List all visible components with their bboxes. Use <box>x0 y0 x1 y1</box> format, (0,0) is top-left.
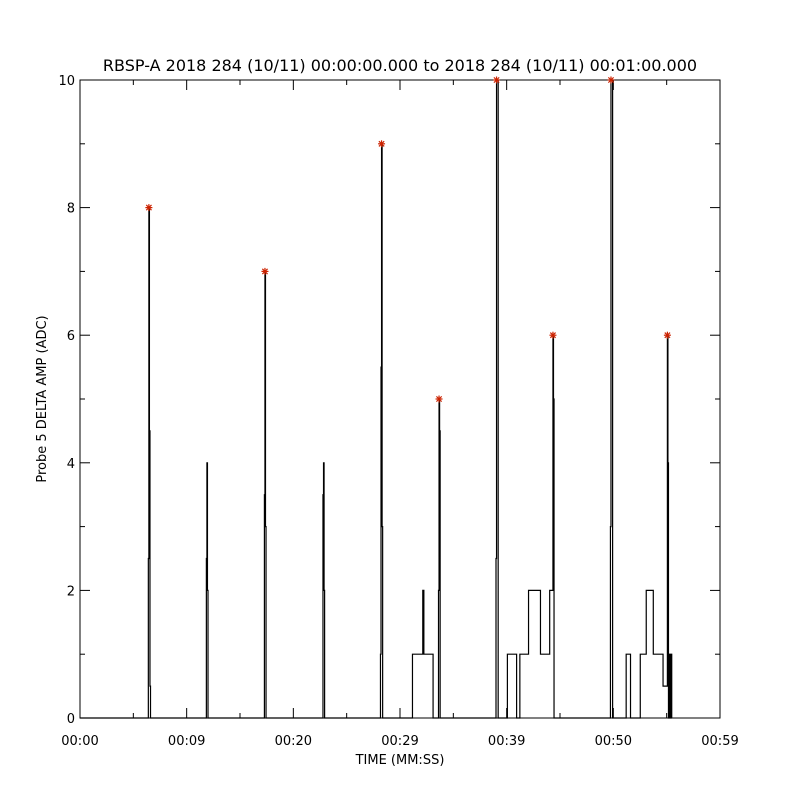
x-tick-label: 00:09 <box>168 734 205 749</box>
peak-marker <box>493 76 501 84</box>
peak-marker <box>261 267 269 275</box>
x-tick-label: 00:59 <box>701 734 738 749</box>
peak-marker <box>435 395 443 403</box>
peak-marker-stroke <box>378 140 385 147</box>
peak-marker <box>663 331 671 339</box>
plot-area <box>79 76 721 719</box>
peak-marker <box>145 204 153 212</box>
peak-marker-stroke <box>664 332 671 339</box>
peak-marker-stroke <box>549 332 556 339</box>
x-axis-ticks <box>79 80 721 718</box>
x-axis-tick-labels: 00:00 00:09 00:20 00:29 00:39 00:50 00:59 <box>61 734 738 749</box>
peak-markers <box>145 76 671 403</box>
peak-marker-stroke <box>436 395 443 403</box>
peak-marker <box>378 140 386 148</box>
y-tick-label: 6 <box>67 329 75 344</box>
x-axis-label: TIME (MM:SS) <box>355 753 445 768</box>
y-tick-label: 8 <box>67 202 75 217</box>
series-line <box>80 79 673 719</box>
chart-title: RBSP-A 2018 284 (10/11) 00:00:00.000 to … <box>103 56 697 75</box>
x-tick-label: 00:20 <box>275 734 312 749</box>
y-tick-label: 0 <box>67 712 75 727</box>
y-axis-label: Probe 5 DELTA AMP (ADC) <box>35 315 50 482</box>
x-tick-label: 00:29 <box>381 734 418 749</box>
peak-marker <box>607 76 615 84</box>
x-tick-label: 00:50 <box>595 734 632 749</box>
series-path <box>80 79 673 719</box>
plot-frame <box>79 79 721 719</box>
peak-marker-stroke <box>145 204 152 211</box>
x-tick-label: 00:00 <box>61 734 98 749</box>
y-tick-label: 10 <box>58 74 75 89</box>
y-tick-label: 4 <box>67 457 75 472</box>
peak-marker-stroke <box>493 76 500 84</box>
y-tick-label: 2 <box>67 584 75 599</box>
peak-marker <box>549 331 557 339</box>
peak-marker-stroke <box>261 268 268 275</box>
peak-marker-stroke <box>607 76 615 84</box>
x-tick-label: 00:39 <box>488 734 525 749</box>
y-axis-tick-labels: 0 2 4 6 8 10 <box>58 74 75 727</box>
y-axis-ticks <box>80 79 720 719</box>
